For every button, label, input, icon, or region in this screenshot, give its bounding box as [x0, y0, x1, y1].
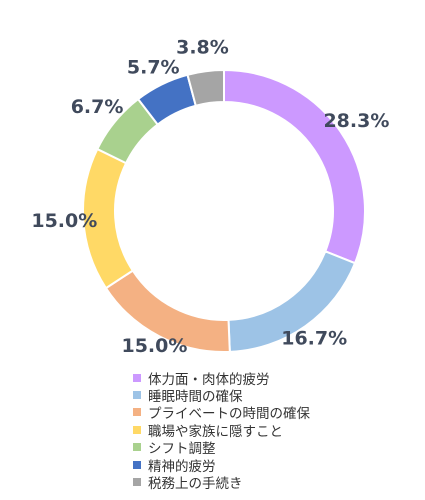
legend-item-0: 体力面・肉体的疲労 — [133, 369, 310, 388]
legend-label-1: 睡眠時間の確保 — [148, 389, 243, 406]
slice-value-label-1: 16.7% — [281, 327, 347, 349]
slice-value-label-4: 6.7% — [71, 96, 124, 118]
donut-value-labels: 28.3% 16.7% 15.0% 15.0% 6.7%5.7%3.8% — [31, 36, 389, 357]
legend-item-3: 職場や家族に隠すこと — [133, 421, 310, 440]
slice-value-label-6: 3.8% — [176, 36, 229, 58]
legend-label-0: 体力面・肉体的疲労 — [148, 371, 270, 388]
donut-slices — [82, 68, 366, 353]
legend-swatch-2 — [133, 408, 141, 417]
legend-swatch-0 — [133, 373, 141, 382]
legend-label-6: 税務上の手続き — [148, 476, 243, 493]
legend-label-2: プライベートの時間の確保 — [148, 406, 310, 423]
legend-item-1: 睡眠時間の確保 — [133, 386, 310, 406]
slice-value-label-5: 5.7% — [127, 57, 180, 79]
legend-swatch-4 — [133, 443, 141, 452]
legend-swatch-1 — [133, 391, 141, 400]
legend-label-5: 精神的疲労 — [148, 458, 216, 475]
slice-value-label-0: 28.3% — [323, 110, 389, 132]
legend-label-4: シフト調整 — [148, 441, 216, 458]
legend-item-4: シフト調整 — [133, 439, 310, 458]
slice-value-label-3: 15.0% — [31, 210, 97, 232]
legend-swatch-3 — [133, 425, 141, 434]
donut-slice-6 — [186, 68, 225, 107]
slice-value-label-2: 15.0% — [121, 335, 187, 357]
legend-item-2: プライベートの時間の確保 — [133, 404, 310, 423]
legend-swatch-5 — [133, 460, 141, 469]
donut-slice-0 — [223, 68, 366, 265]
legend-label-3: 職場や家族に隠すこと — [148, 423, 283, 440]
legend-swatch-6 — [133, 478, 141, 487]
legend-item-6: 税務上の手続き — [133, 473, 310, 493]
chart-legend: 体力面・肉体的疲労 睡眠時間の確保 プライベートの時間の確保 職場や家族に隠すこと シフ… — [133, 369, 310, 493]
donut-chart: 28.3% 16.7% 15.0% 15.0% 6.7%5.7%3.8% — [31, 36, 389, 357]
legend-item-5: 精神的疲労 — [133, 456, 310, 475]
